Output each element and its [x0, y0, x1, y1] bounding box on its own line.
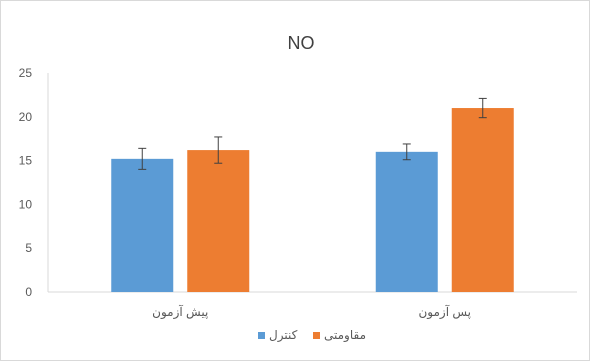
y-tick-label: 25 [19, 66, 33, 80]
y-tick-label: 10 [19, 197, 33, 211]
y-tick-label: 15 [19, 154, 33, 168]
error-bar [138, 147, 147, 170]
error-bar [478, 97, 487, 119]
chart-title: NO [288, 33, 315, 53]
bar-control-1 [375, 151, 438, 292]
y-tick-label: 20 [19, 110, 33, 124]
legend-swatch [258, 332, 265, 339]
x-axis: پیش آزمون پس آزمون [48, 291, 577, 320]
error-bar [402, 143, 411, 161]
legend-item: مقاومتی [313, 328, 366, 343]
legend-label: کنترل [269, 328, 298, 343]
y-axis: 0 5 10 15 20 25 [19, 66, 49, 299]
legend-label: مقاومتی [324, 328, 366, 343]
y-tick-label: 5 [25, 241, 32, 255]
y-tick-label: 0 [25, 285, 32, 299]
bar-resistance-0 [187, 150, 250, 292]
error-bar [214, 136, 223, 164]
bars [111, 108, 514, 292]
legend-swatch [313, 332, 320, 339]
category-label: پس آزمون [418, 304, 471, 320]
bar-resistance-1 [451, 108, 514, 292]
legend: کنترل مقاومتی [258, 328, 366, 343]
category-label: پیش آزمون [152, 304, 208, 320]
legend-item: کنترل [258, 328, 298, 343]
error-bars [138, 97, 487, 170]
bar-control-0 [111, 158, 174, 292]
